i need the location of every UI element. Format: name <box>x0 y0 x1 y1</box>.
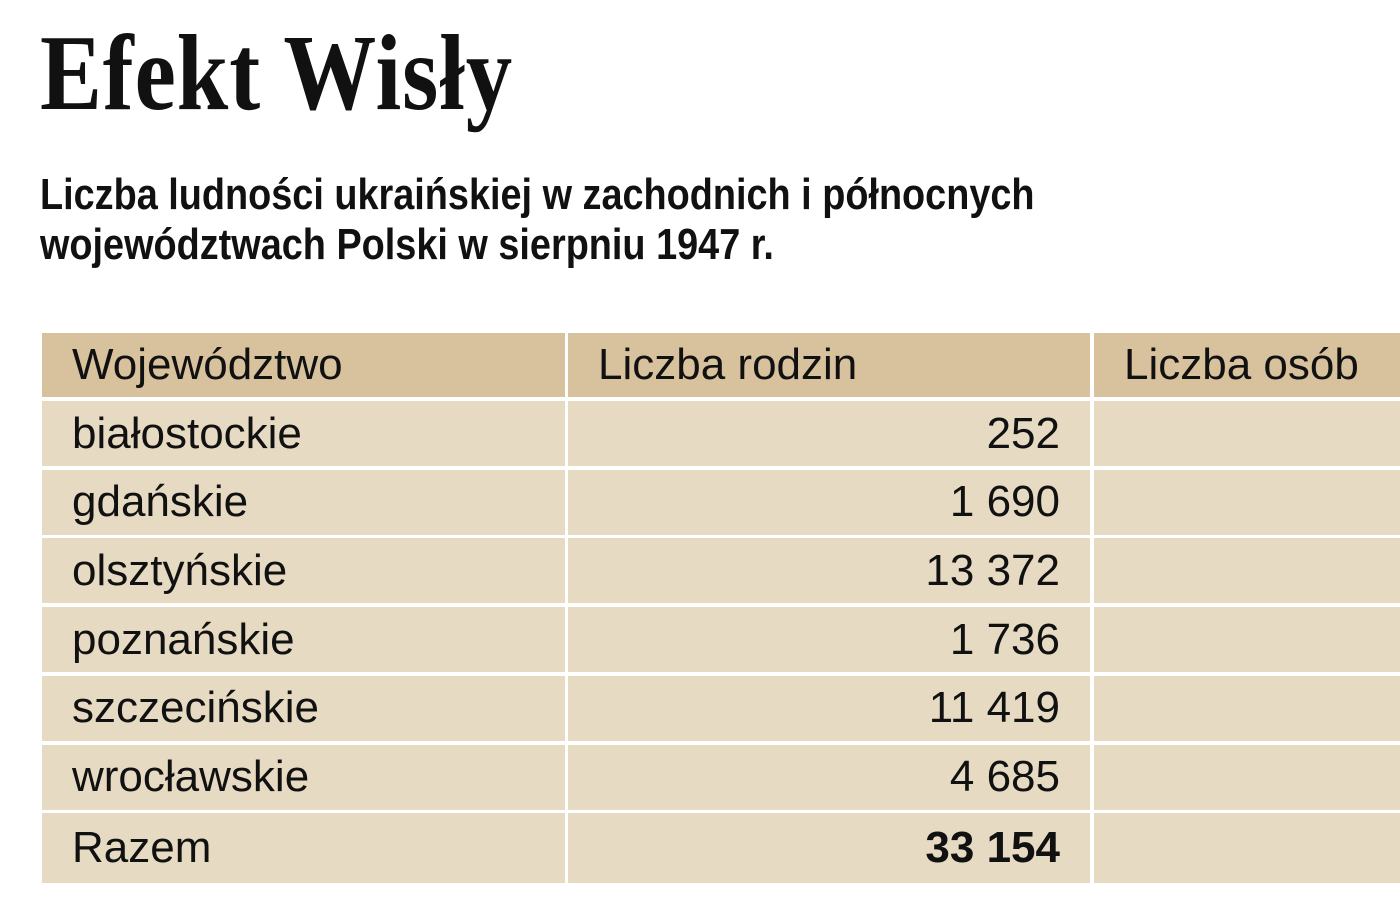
region-cell: wrocławskie <box>42 744 565 810</box>
persons-cell <box>1094 401 1400 466</box>
region-cell: poznańskie <box>42 607 565 673</box>
persons-cell <box>1094 469 1400 535</box>
families-cell: 13 372 <box>568 538 1090 604</box>
subtitle-line: województwach Polski w sierpniu 1947 r. <box>40 220 774 269</box>
persons-cell <box>1094 607 1400 673</box>
families-cell: 11 419 <box>568 675 1090 741</box>
region-cell: gdańskie <box>42 469 565 535</box>
families-cell: 1 736 <box>568 607 1090 673</box>
families-cell: 4 685 <box>568 744 1090 810</box>
total-value: 33 154 <box>568 813 1090 884</box>
region-cell: białostockie <box>42 401 565 466</box>
total-label: Razem <box>42 813 565 884</box>
families-cell: 1 690 <box>568 469 1090 535</box>
column-header: Liczba rodzin <box>568 333 1090 397</box>
column-header: Liczba osób <box>1094 333 1400 397</box>
region-cell: olsztyńskie <box>42 538 565 604</box>
subtitle-line: Liczba ludności ukraińskiej w zachodnich… <box>40 170 1035 219</box>
region-cell: szczecińskie <box>42 675 565 741</box>
families-cell: 252 <box>568 401 1090 466</box>
persons-cell <box>1094 538 1400 604</box>
persons-cell <box>1094 813 1400 884</box>
title: Efekt Wisły <box>40 14 514 133</box>
column-header: Województwo <box>42 333 565 397</box>
persons-cell <box>1094 744 1400 810</box>
persons-cell <box>1094 675 1400 741</box>
